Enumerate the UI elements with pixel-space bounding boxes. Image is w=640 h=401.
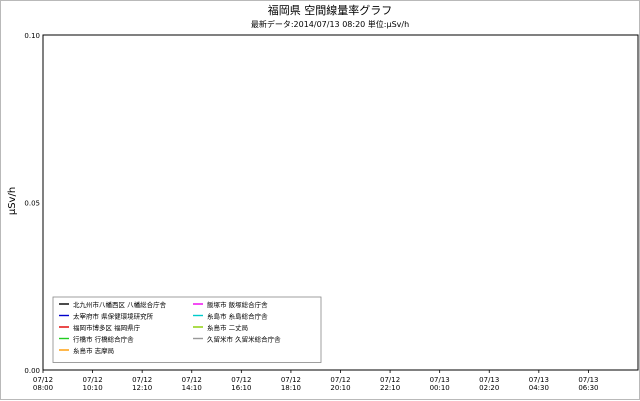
- y-tick-label: 0.10: [24, 32, 40, 40]
- x-tick-time: 14:10: [182, 384, 202, 392]
- legend-label-8: 久留米市 久留米総合庁舎: [207, 335, 281, 344]
- x-tick-time: 04:30: [529, 384, 549, 392]
- x-tick-time: 18:10: [281, 384, 301, 392]
- legend-label-1: 太宰府市 県保健環境研究所: [73, 312, 154, 321]
- legend-label-6: 糸島市 糸島総合庁舎: [207, 312, 268, 321]
- x-tick-time: 10:10: [82, 384, 102, 392]
- legend-label-0: 北九州市八幡西区 八幡総合庁舎: [73, 300, 167, 309]
- x-tick-date: 07/12: [33, 376, 53, 384]
- x-tick-date: 07/12: [132, 376, 152, 384]
- x-tick-date: 07/13: [529, 376, 549, 384]
- x-tick-time: 08:00: [33, 384, 53, 392]
- x-tick-date: 07/13: [578, 376, 598, 384]
- legend-label-4: 糸島市 志摩局: [73, 346, 114, 355]
- x-tick-date: 07/12: [182, 376, 202, 384]
- x-tick-time: 00:10: [430, 384, 450, 392]
- y-axis-label: μSv/h: [7, 187, 18, 215]
- x-tick-time: 22:10: [380, 384, 400, 392]
- x-tick-time: 12:10: [132, 384, 152, 392]
- legend-label-7: 糸島市 二丈局: [207, 323, 248, 332]
- x-tick-date: 07/12: [231, 376, 251, 384]
- legend-label-5: 飯塚市 飯塚総合庁舎: [207, 300, 268, 309]
- x-tick-time: 06:30: [578, 384, 598, 392]
- chart-title: 福岡県 空間線量率グラフ: [268, 3, 393, 17]
- x-tick-date: 07/12: [330, 376, 350, 384]
- legend-label-2: 福岡市博多区 福岡県庁: [73, 323, 141, 332]
- y-tick-label: 0.00: [24, 367, 40, 375]
- x-tick-time: 02:20: [479, 384, 499, 392]
- x-tick-date: 07/13: [430, 376, 450, 384]
- x-tick-date: 07/12: [380, 376, 400, 384]
- x-tick-date: 07/13: [479, 376, 499, 384]
- x-tick-date: 07/12: [281, 376, 301, 384]
- y-tick-label: 0.05: [24, 200, 40, 208]
- chart-subtitle: 最新データ:2014/07/13 08:20 単位:μSv/h: [251, 19, 409, 29]
- x-tick-time: 20:10: [330, 384, 350, 392]
- x-tick-time: 16:10: [231, 384, 251, 392]
- legend-label-3: 行橋市 行橋総合庁舎: [73, 335, 134, 344]
- legend-box: [52, 296, 322, 363]
- x-tick-date: 07/12: [82, 376, 102, 384]
